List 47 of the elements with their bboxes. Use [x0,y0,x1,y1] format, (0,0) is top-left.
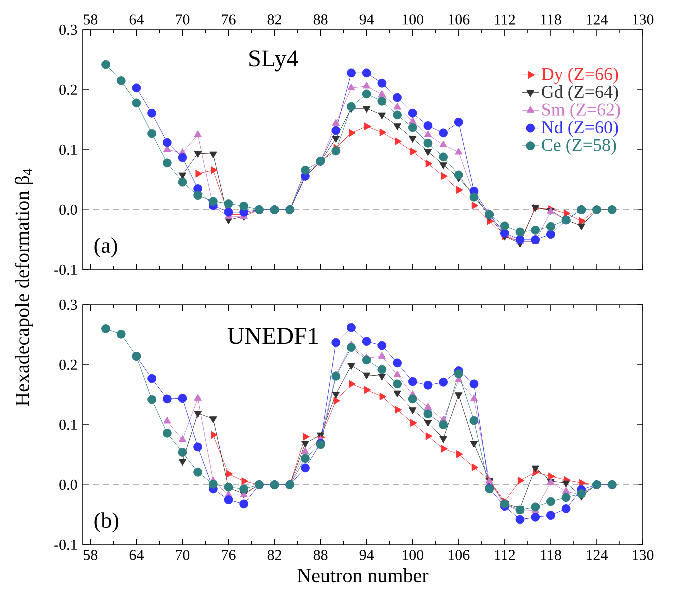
x-tick-label: 70 [176,550,190,560]
y-tick-label: 0.2 [60,84,77,96]
y-tick-label: -0.1 [54,264,77,276]
annotation: (b) [94,512,118,533]
legend-label: Dy (Z=66) [542,68,618,84]
legend-label: Ce (Z=58) [542,138,616,155]
x-tick-label: 112 [495,14,516,25]
x-tick-label: 118 [541,550,562,560]
x-tick-label: 106 [448,14,470,25]
annotation: SLy4 [250,50,298,72]
y-tick-label: 0.3 [60,24,78,36]
x-tick-label: 76 [222,550,236,560]
x-tick-label: 100 [402,14,424,25]
x-tick-label: 118 [541,14,562,25]
annotation: (a) [94,238,118,258]
x-tick-label: 100 [402,550,424,560]
x-tick-label: 70 [176,14,190,25]
legend-label: Nd (Z=60) [542,120,618,138]
x-tick-label: 88 [314,550,328,560]
x-tick-label: 64 [130,14,144,25]
x-tick-label: 94 [360,14,374,25]
x-tick-label: 106 [448,550,470,560]
x-tick-label: 82 [268,550,282,560]
x-tick-label: 88 [314,14,328,25]
x-tick-label: 58 [84,14,98,25]
y-tick-label: 0.2 [60,360,77,370]
y-tick-label: -0.1 [54,540,77,550]
annotation: UNEDF1 [228,328,318,344]
x-tick-label: 94 [360,550,374,560]
x-tick-label: 112 [495,550,516,560]
legend-label: Gd (Z=64) [542,86,618,102]
y-tick-label: 0.1 [60,144,77,156]
y-tick-label: 0.0 [60,480,78,490]
y-tick-label: 0.1 [60,420,77,430]
y-tick-label: 0.3 [60,300,78,310]
x-tick-label: 130 [633,550,654,560]
x-tick-label: 64 [130,550,144,560]
x-axis-title: Neutron number [298,568,429,583]
x-tick-label: 82 [268,14,282,25]
x-tick-label: 130 [633,14,654,25]
y-axis-title: Hexadecapole deformation β$_{4}$ [15,168,34,406]
x-tick-label: 76 [222,14,236,25]
y-tick-label: 0.0 [60,204,78,216]
x-tick-label: 124 [587,550,608,560]
x-tick-label: 124 [587,14,608,25]
x-tick-label: 58 [84,550,98,560]
legend-label: Sm (Z=62) [542,103,620,120]
